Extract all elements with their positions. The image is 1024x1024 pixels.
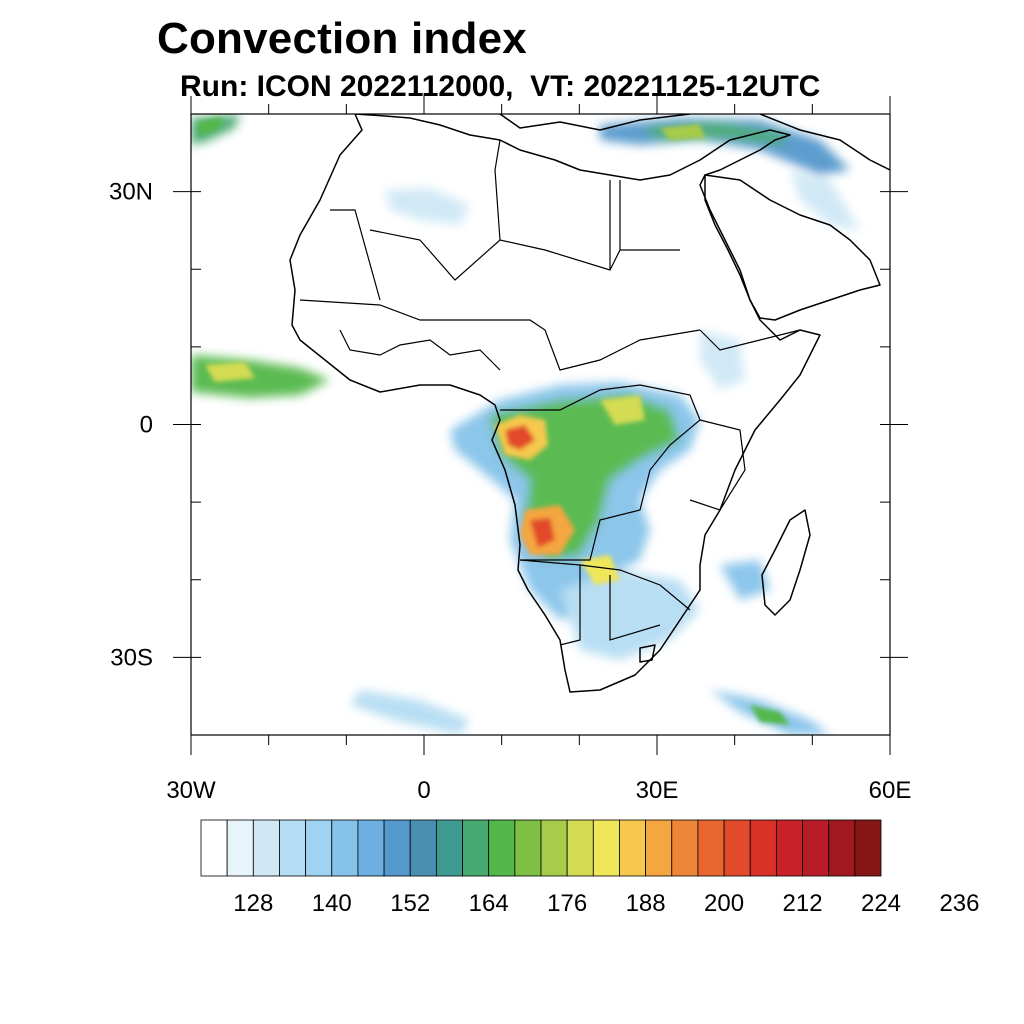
colorbar-bin bbox=[252, 819, 280, 877]
colorbar-bin bbox=[279, 819, 307, 877]
border-north bbox=[330, 139, 621, 301]
madagascar-coastline bbox=[761, 509, 811, 616]
colorbar-bin bbox=[305, 819, 333, 877]
colorbar-bin bbox=[357, 819, 385, 877]
convection-hotspot-northwest bbox=[198, 117, 222, 136]
colorbar-bin bbox=[828, 819, 856, 877]
border-algeria-libya bbox=[369, 229, 680, 281]
colorbar-bin bbox=[383, 819, 411, 877]
convection-hotspot-drc bbox=[600, 395, 645, 425]
lesotho-border bbox=[639, 644, 656, 663]
colorbar-label: 128 bbox=[233, 890, 273, 917]
colorbar-bin bbox=[645, 819, 673, 877]
lat-tick-label: 30N bbox=[109, 179, 153, 206]
colorbar-bin bbox=[462, 819, 490, 877]
border-west-africa bbox=[339, 329, 501, 371]
colorbar-bin bbox=[488, 819, 516, 877]
lon-tick-label: 30E bbox=[636, 777, 679, 804]
colorbar-label: 152 bbox=[390, 890, 430, 917]
colorbar-label: 188 bbox=[626, 890, 666, 917]
colorbar-bin bbox=[331, 819, 359, 877]
colorbar-bin bbox=[514, 819, 542, 877]
border-east-africa bbox=[689, 329, 801, 511]
convection-area-arabia bbox=[790, 170, 860, 230]
convection-hotspot-angola-core bbox=[530, 518, 555, 548]
colorbar-bin bbox=[697, 819, 725, 877]
convection-area-south-atlantic bbox=[350, 690, 470, 735]
lon-tick-label: 30W bbox=[166, 777, 216, 804]
colorbar-bin bbox=[749, 819, 777, 877]
convection-area-southern-africa bbox=[560, 570, 700, 660]
border-southern-africa bbox=[519, 559, 691, 646]
arabia-coastline bbox=[704, 174, 881, 321]
colorbar-bin bbox=[619, 819, 647, 877]
border-sahel bbox=[299, 299, 701, 371]
colorbar-bin bbox=[775, 819, 803, 877]
colorbar-bin bbox=[409, 819, 437, 877]
colorbar-bin bbox=[854, 819, 882, 877]
colorbar: 128 140 152 164 176 188 200 212 224 236 bbox=[200, 819, 979, 917]
colorbar-label: 140 bbox=[312, 890, 352, 917]
convection-area-sahara bbox=[385, 188, 470, 225]
border-central-africa bbox=[500, 384, 701, 561]
colorbar-label: 164 bbox=[469, 890, 509, 917]
colorbar-label: 212 bbox=[783, 890, 823, 917]
lat-tick-label: 30S bbox=[110, 644, 153, 671]
colorbar-bin bbox=[540, 819, 568, 877]
colorbar-label: 176 bbox=[547, 890, 587, 917]
colorbar-label: 236 bbox=[939, 890, 979, 917]
country-borders bbox=[299, 139, 801, 646]
colorbar-bin bbox=[592, 819, 620, 877]
lon-tick-label: 60E bbox=[869, 777, 912, 804]
convection-hotspot-indian-ocean bbox=[750, 705, 790, 725]
convection-hotspot-turkey bbox=[660, 124, 705, 140]
convection-area-east-africa bbox=[700, 330, 745, 390]
map-axes: 30N 0 30S 30W 0 30E 60E bbox=[109, 96, 911, 804]
colorbar-bin bbox=[802, 819, 830, 877]
page-title: Convection index bbox=[157, 14, 527, 63]
page-subtitle: Run: ICON 2022112000, VT: 20221125-12UTC bbox=[180, 70, 821, 103]
europe-coastline bbox=[499, 114, 890, 171]
convection-area-madagascar bbox=[720, 560, 770, 600]
colorbar-bin bbox=[435, 819, 463, 877]
colorbar-label: 224 bbox=[861, 890, 901, 917]
convection-hotspot-gabon-core bbox=[505, 425, 535, 450]
convection-field bbox=[191, 114, 860, 735]
lon-tick-label: 0 bbox=[417, 777, 430, 804]
colorbar-bin bbox=[566, 819, 594, 877]
colorbar-bin bbox=[671, 819, 699, 877]
colorbar-bin bbox=[226, 819, 254, 877]
colorbar-bin bbox=[723, 819, 751, 877]
lat-tick-label: 0 bbox=[140, 412, 153, 439]
convection-hotspot-atlantic bbox=[205, 362, 255, 382]
colorbar-bin bbox=[200, 819, 228, 877]
colorbar-label: 200 bbox=[704, 890, 744, 917]
